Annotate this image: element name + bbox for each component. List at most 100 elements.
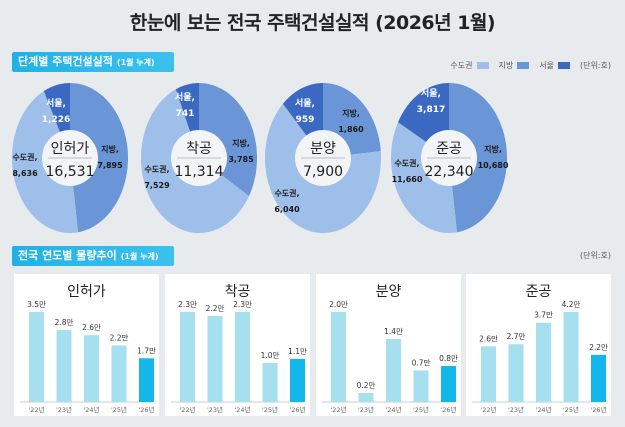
legend-label-capital: 수도권 xyxy=(450,61,473,70)
bar-value-label: 1.7만 xyxy=(137,346,156,355)
bar xyxy=(358,393,374,402)
bar-value-label: 0.2만 xyxy=(357,381,376,390)
legend-swatch-regional xyxy=(517,62,530,69)
capital-value: 6,040 xyxy=(274,205,300,214)
section-label: 전국 연도별 물량추이 xyxy=(18,249,117,262)
bar-chart-title: 분양 xyxy=(376,284,402,300)
legend-label-seoul: 서울 xyxy=(539,61,554,70)
bar-value-label: 0.8만 xyxy=(439,354,458,363)
page-title: 한눈에 보는 전국 주택건설실적 (2026년 1월) xyxy=(129,12,496,34)
x-tick-label: '23년 xyxy=(358,405,374,414)
legend-swatch-capital xyxy=(476,62,489,69)
x-tick-label: '23년 xyxy=(56,405,72,414)
bar-value-label: 2.6만 xyxy=(479,334,498,343)
seoul-value: 1,226 xyxy=(42,115,70,125)
bar xyxy=(441,366,456,402)
bar-value-label: 1.1만 xyxy=(288,347,307,356)
section-sub: (1월 누계) xyxy=(120,252,159,261)
bar-value-label: 2.7만 xyxy=(507,332,526,341)
bar xyxy=(290,358,305,402)
x-tick-label: '24년 xyxy=(234,405,250,414)
bar-chart: 분양 2.0만 '22년 0.2만 '23년 1.4만 '24년 0.7만 '25년 0.8만 '2… xyxy=(322,284,458,414)
regional-value: 10,680 xyxy=(478,161,509,170)
bar-chart: 준공 2.6만 '22년 2.7만 '23년 3.7만 '24년 4.2만 '25년 2.2만 '2… xyxy=(472,284,608,414)
legend: 수도권 지방 서울 (단위:호) xyxy=(450,60,611,71)
bar-value-label: 2.3만 xyxy=(233,300,252,309)
x-tick-label: '23년 xyxy=(508,405,524,414)
bar-value-label: 2.6만 xyxy=(82,323,101,332)
bar-value-label: 2.2만 xyxy=(206,304,225,313)
bar xyxy=(207,315,223,402)
seoul-value: 959 xyxy=(296,115,315,125)
x-tick-label: '25년 xyxy=(413,405,429,414)
donut-total: 11,314 xyxy=(175,164,224,180)
x-tick-label: '25년 xyxy=(111,405,127,414)
bar-value-label: 1.0만 xyxy=(261,351,280,360)
slice-capital xyxy=(391,122,457,233)
donut-title: 준공 xyxy=(436,141,462,157)
bar xyxy=(331,312,346,402)
bar-value-label: 3.7만 xyxy=(534,311,553,320)
bar xyxy=(29,312,44,402)
donut-title: 착공 xyxy=(186,141,212,157)
regional-value: 1,860 xyxy=(338,125,364,134)
donut-total: 16,531 xyxy=(46,164,95,180)
legend-swatch-seoul xyxy=(557,62,570,69)
bar-panel: 준공 2.6만 '22년 2.7만 '23년 3.7만 '24년 4.2만 '25년 2.2만 '2… xyxy=(466,274,611,416)
unit-label: (단위:호) xyxy=(579,251,611,260)
slice-regional xyxy=(70,83,128,233)
x-tick-label: '24년 xyxy=(385,405,401,414)
x-tick-label: '22년 xyxy=(480,405,496,414)
legend-unit: (단위:호) xyxy=(579,61,611,70)
x-tick-label: '24년 xyxy=(535,405,551,414)
section-header-trend: 전국 연도별 물량추이 (1월 누계) xyxy=(12,246,174,266)
donut-title: 인허가 xyxy=(51,141,90,157)
x-tick-label: '26년 xyxy=(590,405,606,414)
seoul-label: 서울, xyxy=(46,97,66,109)
donut-chart: 준공 22,340 서울, 3,817 지방, 10,680 수도권, 11,660 xyxy=(391,83,509,233)
bar-value-label: 2.8만 xyxy=(55,318,74,327)
x-tick-label: '22년 xyxy=(179,405,195,414)
bar xyxy=(84,335,99,402)
capital-label: 수도권, xyxy=(274,188,299,198)
bar xyxy=(139,358,154,402)
x-tick-label: '25년 xyxy=(262,405,278,414)
section-label: 단계별 주택건설실적 xyxy=(18,55,113,68)
regional-label: 지방, xyxy=(342,108,360,118)
bar-value-label: 1.4만 xyxy=(384,327,403,336)
regional-label: 지방, xyxy=(101,144,119,154)
seoul-value: 3,817 xyxy=(417,105,445,115)
bar xyxy=(235,312,250,402)
seoul-label: 서울, xyxy=(175,91,195,103)
bar xyxy=(111,345,127,402)
bar-value-label: 2.0만 xyxy=(329,300,348,309)
x-tick-label: '22년 xyxy=(330,405,346,414)
capital-value: 8,636 xyxy=(12,169,38,178)
x-tick-label: '25년 xyxy=(563,405,579,414)
donut-title: 분양 xyxy=(310,141,336,157)
bar-value-label: 3.5만 xyxy=(27,300,46,309)
donut-chart: 인허가 16,531 서울, 1,226 지방, 7,895 수도권, 8,636 xyxy=(12,83,128,233)
bar-panel: 착공 2.3만 '22년 2.2만 '23년 2.3만 '24년 1.0만 '25년 1.1만 '2… xyxy=(165,274,310,416)
bar xyxy=(563,312,579,402)
donut-charts: 인허가 16,531 서울, 1,226 지방, 7,895 수도권, 8,636 착공 11,3… xyxy=(12,83,509,233)
capital-label: 수도권, xyxy=(144,164,169,174)
x-tick-label: '26년 xyxy=(289,405,305,414)
regional-label: 지방, xyxy=(484,144,502,154)
bar-chart: 인허가 3.5만 '22년 2.8만 '23년 2.6만 '24년 2.2만 '25년 1.7만 '… xyxy=(20,284,156,414)
bar-value-label: 4.2만 xyxy=(562,300,581,309)
slice-regional xyxy=(449,83,507,233)
bar xyxy=(56,330,72,402)
regional-label: 지방, xyxy=(232,138,250,148)
seoul-value: 741 xyxy=(176,109,195,119)
donut-chart: 착공 11,314 서울, 741 지방, 3,785 수도권, 7,529 xyxy=(141,83,257,233)
section-sub: (1월 누계) xyxy=(116,58,155,67)
capital-value: 11,660 xyxy=(392,175,423,184)
seoul-label: 서울, xyxy=(295,97,315,109)
bar-value-label: 2.3만 xyxy=(178,300,197,309)
bar xyxy=(508,344,524,402)
x-tick-label: '23년 xyxy=(207,405,223,414)
donut-chart: 분양 7,900 서울, 959 지방, 1,860 수도권, 6,040 xyxy=(265,83,381,233)
capital-label: 수도권, xyxy=(12,152,37,162)
